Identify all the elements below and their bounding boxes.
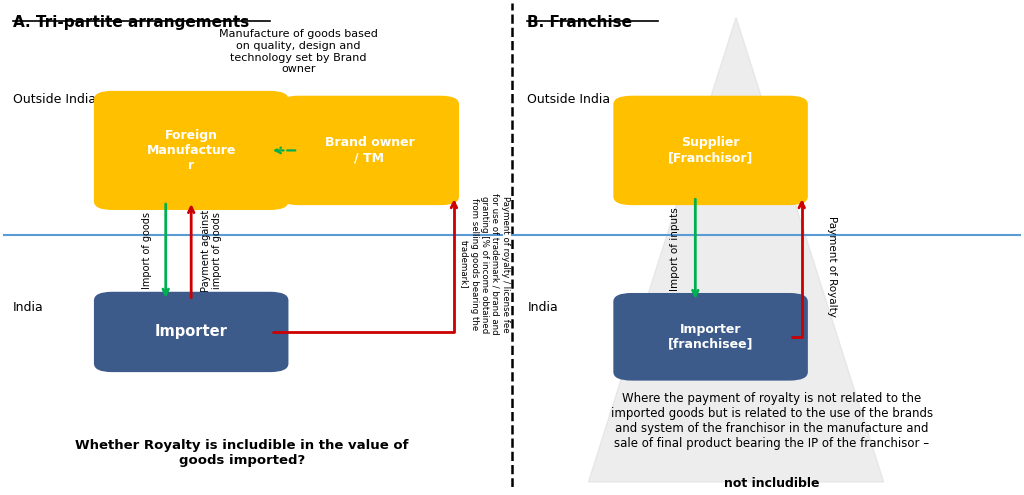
Text: A. Tri-partite arrangements: A. Tri-partite arrangements	[13, 15, 249, 30]
Text: Payment against
import of goods: Payment against import of goods	[201, 210, 222, 292]
Text: Payment of Royalty: Payment of Royalty	[827, 216, 838, 317]
Text: Outside India: Outside India	[527, 93, 610, 106]
Text: Outside India: Outside India	[13, 93, 96, 106]
Text: India: India	[13, 301, 44, 314]
FancyBboxPatch shape	[613, 293, 808, 381]
Text: Foreign
Manufacture
r: Foreign Manufacture r	[146, 129, 236, 172]
Text: Manufacture of goods based
on quality, design and
technology set by Brand
owner: Manufacture of goods based on quality, d…	[219, 29, 378, 74]
Text: Where the payment of royalty is not related to the
imported goods but is related: Where the payment of royalty is not rela…	[610, 393, 933, 450]
Text: Payment of royalty / license fee
for use of trademark / brand and
granting [% of: Payment of royalty / license fee for use…	[459, 194, 510, 335]
Text: B. Franchise: B. Franchise	[527, 15, 632, 30]
FancyBboxPatch shape	[94, 292, 289, 372]
Text: Brand owner
/ TM: Brand owner / TM	[325, 137, 415, 164]
Text: not includible: not includible	[724, 477, 819, 490]
Text: Import of goods: Import of goods	[142, 212, 153, 290]
Text: Supplier
[Franchisor]: Supplier [Franchisor]	[668, 137, 754, 164]
Text: Importer: Importer	[155, 324, 227, 340]
Text: Import of inputs: Import of inputs	[670, 207, 680, 291]
FancyBboxPatch shape	[613, 96, 808, 205]
Text: India: India	[527, 301, 558, 314]
Text: Importer
[franchisee]: Importer [franchisee]	[668, 323, 754, 351]
FancyBboxPatch shape	[94, 91, 289, 210]
FancyBboxPatch shape	[280, 96, 459, 205]
Polygon shape	[589, 17, 884, 482]
Text: Whether Royalty is includible in the value of
goods imported?: Whether Royalty is includible in the val…	[76, 439, 409, 467]
